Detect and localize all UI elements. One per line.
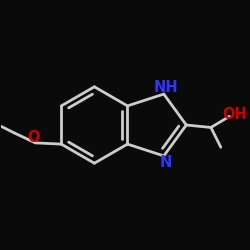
Text: NH: NH [154, 80, 178, 96]
Text: O: O [27, 130, 40, 145]
Text: N: N [160, 154, 172, 170]
Text: OH: OH [222, 107, 247, 122]
